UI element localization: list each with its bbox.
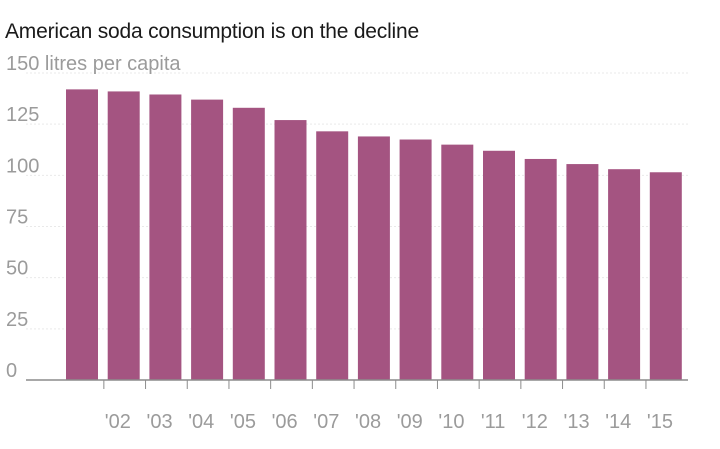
bar bbox=[66, 89, 98, 380]
bar bbox=[399, 139, 432, 380]
axes: 0 25 50 75 100 125 150 litres per capita '02 '03… bbox=[6, 53, 688, 433]
y-tick-label: 25 bbox=[6, 309, 28, 331]
y-tick-label: 75 bbox=[6, 207, 28, 229]
x-tick-label: '13 bbox=[564, 411, 590, 433]
y-tick-label: 125 bbox=[6, 104, 39, 126]
x-tick-label: '02 bbox=[105, 411, 131, 433]
y-tick-label: 100 bbox=[6, 155, 39, 177]
bar bbox=[441, 144, 474, 380]
chart-title: American soda consumption is on the decl… bbox=[5, 20, 419, 43]
y-tick-label-top: 150 litres per capita bbox=[6, 53, 181, 75]
x-tick-label: '10 bbox=[438, 411, 464, 433]
bar bbox=[274, 120, 307, 380]
y-tick-label: 0 bbox=[6, 360, 17, 382]
bar bbox=[524, 158, 557, 380]
bar bbox=[191, 99, 224, 381]
x-tick-label: '03 bbox=[147, 411, 173, 433]
bar bbox=[357, 136, 390, 380]
x-tick-label: '08 bbox=[355, 411, 381, 433]
bar bbox=[107, 91, 140, 381]
x-tick-label: '11 bbox=[481, 411, 506, 433]
x-tick-label: '07 bbox=[313, 411, 339, 433]
bar bbox=[649, 172, 682, 380]
bar bbox=[149, 94, 182, 381]
bars bbox=[66, 89, 682, 381]
bar bbox=[608, 169, 641, 380]
x-tick-label: '04 bbox=[188, 411, 214, 433]
x-tick-label: '15 bbox=[647, 411, 673, 433]
bar bbox=[566, 164, 599, 380]
x-tick-label: '14 bbox=[605, 411, 631, 433]
x-tick-label: '06 bbox=[272, 411, 298, 433]
x-tick-label: '09 bbox=[397, 411, 423, 433]
x-tick-label: '05 bbox=[230, 411, 256, 433]
y-tick-label: 50 bbox=[6, 258, 28, 280]
bar bbox=[483, 150, 515, 380]
bar bbox=[232, 107, 265, 380]
x-tick-label: '12 bbox=[522, 411, 548, 433]
bar bbox=[316, 131, 349, 380]
